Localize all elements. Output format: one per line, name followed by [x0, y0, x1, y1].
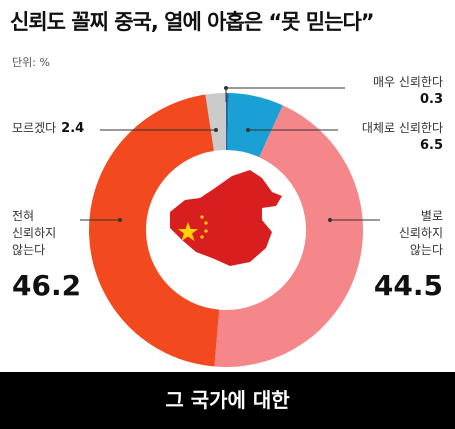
category-label: 매우 신뢰한다 — [372, 75, 443, 89]
data-label: 별로 신뢰하지 않는다 44.5 — [374, 208, 443, 303]
value-label: 6.5 — [419, 138, 443, 153]
donut-segment — [227, 93, 283, 158]
leader-dot — [224, 86, 228, 90]
data-label: 모르겠다 2.4 — [12, 120, 84, 137]
donut-segment — [226, 93, 229, 151]
value-label: 44.5 — [373, 269, 443, 302]
category-label: 별로 신뢰하지 않는다 — [398, 209, 443, 257]
value-label: 0.3 — [419, 92, 443, 107]
leader-dot — [328, 218, 332, 222]
value-label: 46.2 — [12, 269, 82, 302]
leader-dot — [246, 128, 250, 132]
data-label: 매우 신뢰한다 0.3 — [373, 74, 443, 108]
title: 신뢰도 꼴찌 중국, 열에 아홉은 “못 믿는다” — [10, 10, 375, 34]
leader-dot — [214, 128, 218, 132]
donut-segment — [214, 105, 364, 368]
china-map — [170, 170, 282, 266]
category-label: 모르겠다 — [12, 121, 57, 135]
data-label: 대체로 신뢰한다 6.5 — [362, 120, 443, 154]
leader-dot — [118, 218, 122, 222]
donut-segment — [205, 93, 226, 151]
footer: 그 국가에 대한 — [0, 372, 455, 429]
donut-segment — [88, 94, 220, 367]
category-label: 전혀 신뢰하지 않는다 — [12, 209, 57, 257]
unit-label: 단위: % — [12, 56, 50, 69]
category-label: 대체로 신뢰한다 — [361, 121, 443, 135]
data-label: 전혀 신뢰하지 않는다 46.2 — [12, 208, 81, 303]
value-label: 2.4 — [61, 121, 85, 136]
